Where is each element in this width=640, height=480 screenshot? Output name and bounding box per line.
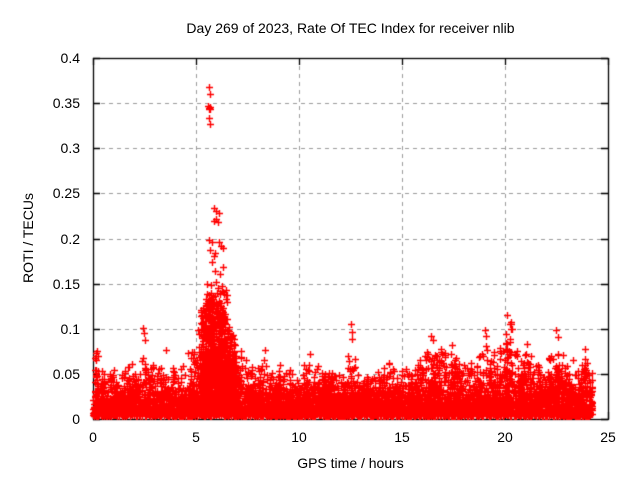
y-tick-label: 0.3	[60, 140, 80, 157]
x-tick-label: 25	[600, 429, 616, 445]
y-tick-label: 0.1	[60, 320, 80, 337]
y-tick-label: 0.4	[60, 50, 80, 66]
y-tick-label: 0.2	[60, 230, 80, 247]
y-tick-label: 0.35	[52, 95, 80, 112]
x-tick-label: 0	[89, 429, 97, 445]
x-tick-label: 5	[192, 429, 200, 445]
y-tick-label: 0	[72, 411, 80, 427]
x-tick-label: 20	[497, 429, 513, 445]
y-tick-label: 0.15	[52, 275, 80, 292]
x-tick-label: 10	[291, 429, 307, 445]
chart-title: Day 269 of 2023, Rate Of TEC Index for r…	[186, 20, 515, 36]
x-tick-label: 15	[394, 429, 410, 445]
y-tick-label: 0.25	[52, 185, 80, 202]
x-axis-label: GPS time / hours	[297, 455, 404, 471]
y-tick-label: 0.05	[52, 365, 80, 382]
